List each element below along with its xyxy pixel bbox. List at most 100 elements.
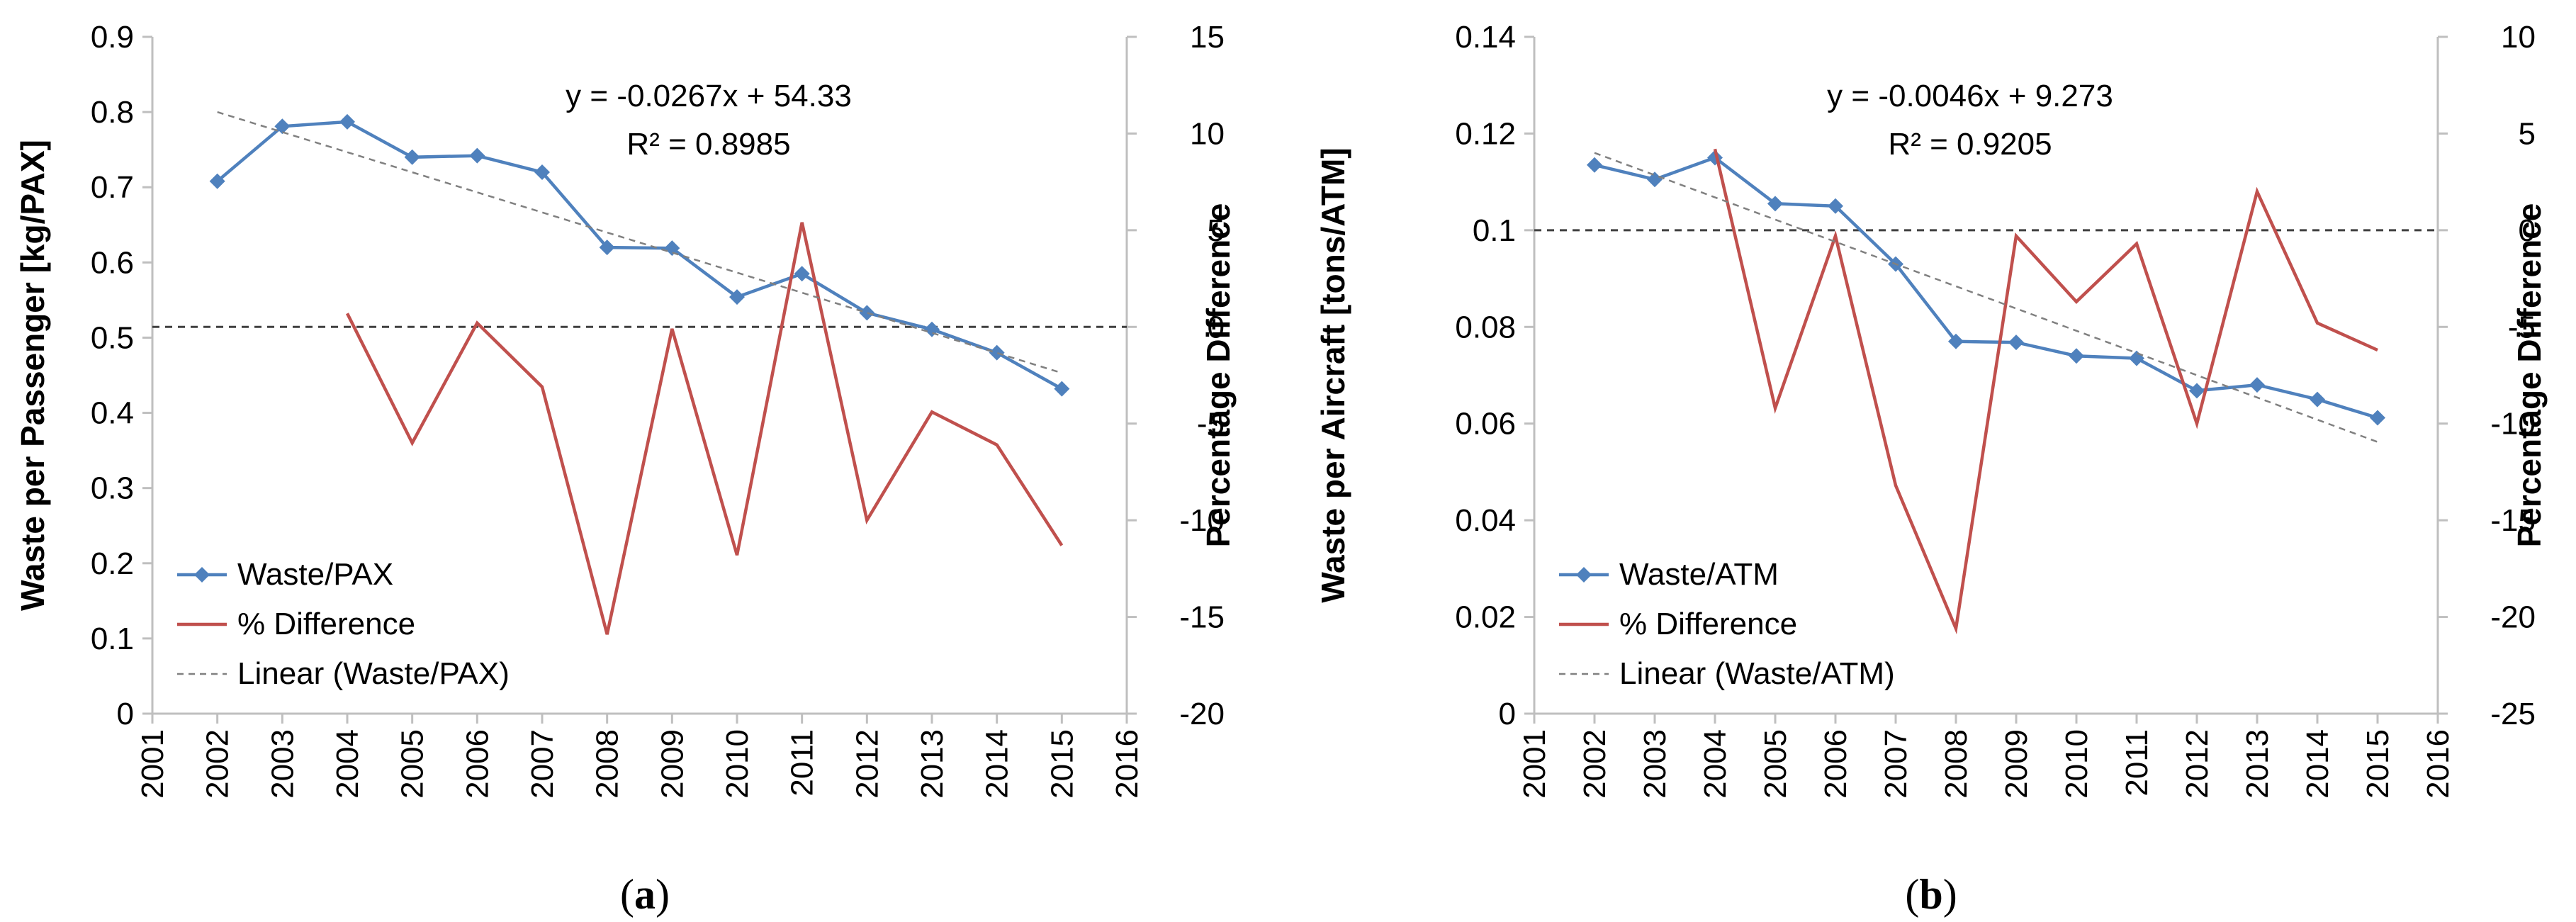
y-tick-label: 0.4 bbox=[91, 396, 134, 431]
x-tick-label: 2002 bbox=[1577, 729, 1612, 799]
x-tick-label: 2010 bbox=[720, 729, 755, 799]
x-tick-label: 2012 bbox=[2180, 729, 2215, 799]
y-tick-label: 0.08 bbox=[1455, 310, 1516, 344]
x-tick-label: 2014 bbox=[980, 729, 1015, 799]
x-tick-label: 2015 bbox=[2361, 729, 2395, 799]
y-tick-label: 0.14 bbox=[1455, 20, 1516, 55]
data-point-waste bbox=[2129, 350, 2144, 366]
y2-axis-title: Percentage Difference bbox=[2511, 203, 2548, 548]
y-tick-label: 0.02 bbox=[1455, 600, 1516, 635]
x-tick-label: 2014 bbox=[2300, 729, 2335, 799]
x-tick-label: 2016 bbox=[2421, 729, 2456, 799]
data-point-waste bbox=[989, 344, 1005, 361]
data-point-waste bbox=[2008, 334, 2024, 351]
data-point-waste bbox=[469, 147, 485, 164]
x-tick-label: 2005 bbox=[395, 729, 430, 799]
x-tick-label: 2009 bbox=[1999, 729, 2034, 799]
x-tick-label: 2006 bbox=[460, 729, 495, 799]
data-point-waste bbox=[2249, 377, 2265, 393]
x-tick-label: 2007 bbox=[1879, 729, 1913, 799]
data-point-waste bbox=[599, 240, 615, 256]
data-point-waste bbox=[404, 149, 420, 165]
panel-label-open: ( bbox=[1905, 871, 1919, 918]
series-line-percent-difference bbox=[345, 222, 1064, 635]
y-tick-label: 0.2 bbox=[91, 546, 134, 581]
y2-tick-label: 5 bbox=[2519, 116, 2536, 151]
y2-tick-label: -20 bbox=[2490, 600, 2536, 635]
x-tick-label: 2016 bbox=[1110, 729, 1144, 799]
y-tick-label: 0.3 bbox=[91, 471, 134, 506]
y2-tick-label: -15 bbox=[1179, 600, 1225, 635]
y-tick-label: 0.04 bbox=[1455, 503, 1516, 538]
x-tick-label: 2001 bbox=[1517, 729, 1552, 799]
legend-label-percent-difference: % Difference bbox=[1619, 607, 1797, 641]
x-tick-label: 2007 bbox=[525, 729, 560, 799]
x-tick-label: 2015 bbox=[1045, 729, 1079, 799]
panel-label-letter: b bbox=[1919, 871, 1942, 918]
y2-tick-label: 10 bbox=[2501, 20, 2536, 55]
y2-tick-label: -5 bbox=[2508, 310, 2536, 344]
x-tick-label: 2001 bbox=[135, 729, 170, 799]
chart-panel-b: 0 0.02 0.04 0.06 0.08 0.1 0.12 0.14 -25 -20 -15 -10… bbox=[1315, 20, 2548, 918]
y-tick-label: 0 bbox=[117, 697, 134, 731]
x-tick-label: 2008 bbox=[590, 729, 625, 799]
data-point-waste bbox=[274, 118, 291, 135]
y-tick-label: 0.8 bbox=[91, 95, 134, 130]
chart-panel-a: 0 0.1 0.2 0.3 0.4 0.5 0.6 0.7 0.8 0.9 -20 -15 -10 -5 0… bbox=[14, 20, 1237, 918]
y-tick-label: 0.6 bbox=[91, 245, 134, 280]
x-tick-label: 2011 bbox=[2120, 729, 2154, 797]
trend-equation: y = -0.0046x + 9.273 bbox=[1827, 79, 2113, 113]
y2-tick-label: -5 bbox=[1197, 407, 1225, 442]
y-axis-title: Waste per Aircraft [tons/ATM] bbox=[1315, 147, 1351, 602]
data-point-waste bbox=[1767, 196, 1783, 212]
data-point-waste bbox=[2069, 348, 2084, 364]
panel-label-letter: a bbox=[634, 871, 656, 918]
legend-label-linear: Linear (Waste/ATM) bbox=[1619, 656, 1895, 691]
data-point-waste bbox=[2370, 410, 2385, 426]
data-point-waste bbox=[1054, 381, 1070, 397]
data-point-waste bbox=[794, 266, 810, 282]
panel-label-open: ( bbox=[620, 871, 634, 918]
y-tick-label: 0.12 bbox=[1455, 116, 1516, 151]
x-tick-label: 2005 bbox=[1758, 729, 1793, 799]
panel-label-close: ) bbox=[656, 871, 670, 918]
x-tick-label: 2011 bbox=[785, 729, 820, 797]
y-tick-label: 0 bbox=[1499, 697, 1516, 731]
y2-tick-label: -15 bbox=[2490, 503, 2536, 538]
x-tick-label: 2009 bbox=[655, 729, 690, 799]
legend-label-percent-difference: % Difference bbox=[237, 607, 415, 641]
y2-tick-label: 0 bbox=[2519, 213, 2536, 248]
data-point-waste bbox=[729, 289, 745, 305]
x-tick-label: 2013 bbox=[915, 729, 950, 799]
y-tick-label: 0.7 bbox=[91, 170, 134, 205]
legend-label-linear: Linear (Waste/PAX) bbox=[237, 656, 510, 691]
data-point-waste bbox=[1828, 198, 1843, 214]
x-tick-label: 2002 bbox=[201, 729, 235, 799]
data-point-waste bbox=[859, 305, 875, 321]
data-point-waste bbox=[534, 164, 550, 180]
data-point-waste bbox=[2189, 383, 2205, 399]
data-point-waste bbox=[209, 173, 225, 189]
x-tick-label: 2013 bbox=[2240, 729, 2275, 799]
y2-tick-label: -20 bbox=[1179, 697, 1225, 731]
legend-label-waste: Waste/ATM bbox=[1619, 557, 1779, 592]
trend-equation: y = -0.0267x + 54.33 bbox=[566, 79, 852, 113]
x-tick-label: 2006 bbox=[1818, 729, 1853, 799]
x-tick-label: 2004 bbox=[330, 729, 365, 799]
legend-marker-waste bbox=[194, 567, 210, 583]
x-tick-label: 2010 bbox=[2059, 729, 2094, 799]
y-tick-label: 0.06 bbox=[1455, 407, 1516, 442]
y-tick-label: 0.1 bbox=[1473, 213, 1516, 248]
series-line-waste bbox=[1594, 155, 2378, 420]
x-tick-label: 2003 bbox=[1638, 729, 1672, 799]
y2-tick-label: -25 bbox=[2490, 697, 2536, 731]
y2-tick-label: -10 bbox=[1179, 503, 1225, 538]
trend-r-squared: R² = 0.8985 bbox=[626, 127, 790, 162]
x-tick-label: 2003 bbox=[265, 729, 300, 799]
x-tick-label: 2012 bbox=[850, 729, 884, 799]
data-point-waste bbox=[1587, 157, 1602, 173]
legend-label-waste: Waste/PAX bbox=[237, 557, 393, 592]
data-point-waste bbox=[664, 240, 680, 257]
y2-tick-label: 10 bbox=[1190, 116, 1225, 151]
